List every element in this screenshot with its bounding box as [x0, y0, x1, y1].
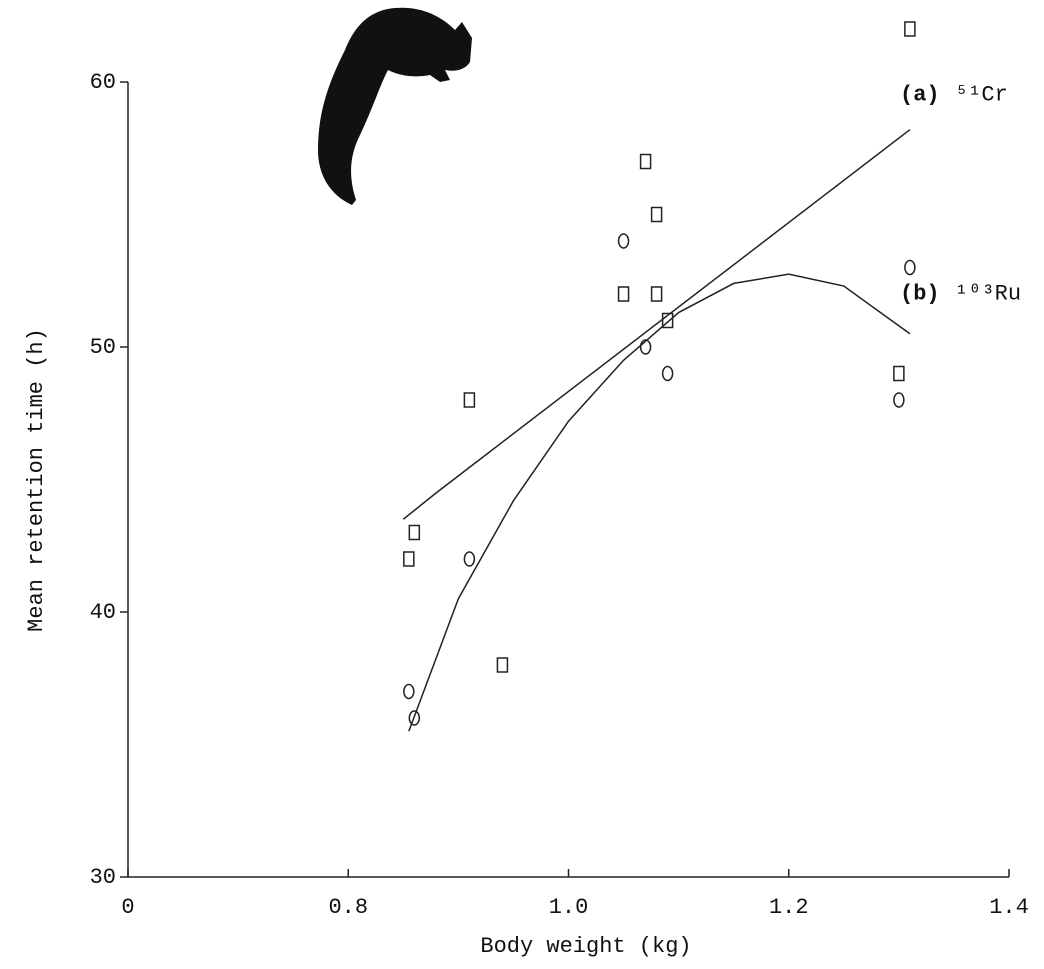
y-tick-label: 50 — [90, 335, 116, 360]
point — [904, 21, 916, 37]
y-tick-label: 60 — [90, 70, 116, 95]
x-tick-label: 0 — [121, 895, 134, 920]
point — [463, 551, 476, 567]
fit-line — [402, 129, 911, 520]
point — [408, 710, 421, 726]
y-axis-title: Mean retention time (h) — [24, 328, 49, 632]
fit-line — [408, 273, 911, 732]
point — [650, 286, 663, 302]
x-axis-title: Body weight (kg) — [480, 934, 691, 959]
point — [403, 551, 415, 567]
point — [403, 683, 415, 700]
series-label: (b) — [900, 282, 940, 307]
point — [639, 153, 652, 170]
series-name: ¹⁰³Ru — [955, 282, 1021, 307]
point — [617, 233, 630, 249]
point — [617, 286, 630, 302]
point — [408, 524, 421, 541]
x-tick-label: 1.0 — [549, 895, 589, 920]
x-tick-label: 1.2 — [769, 895, 809, 920]
animal-silhouette — [318, 7, 472, 206]
series-label: (a) — [900, 83, 940, 108]
point — [661, 312, 674, 329]
point — [893, 392, 905, 408]
point — [463, 392, 476, 408]
point — [650, 206, 663, 223]
point — [639, 339, 652, 355]
point — [904, 259, 916, 276]
x-tick-label: 1.4 — [989, 895, 1029, 920]
series-name: ⁵¹Cr — [955, 83, 1008, 108]
point — [661, 365, 674, 382]
point — [496, 657, 509, 673]
y-tick-label: 30 — [90, 865, 116, 890]
y-tick-label: 40 — [90, 600, 116, 625]
x-tick-label: 0.8 — [328, 895, 368, 920]
point — [893, 365, 905, 382]
